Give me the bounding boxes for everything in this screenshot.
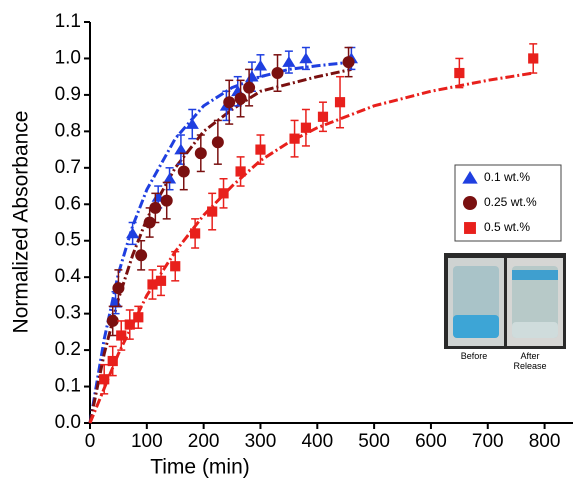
point (289, 133, 300, 144)
point (235, 166, 246, 177)
point (143, 216, 156, 229)
fit-line (88, 67, 352, 424)
y-axis-label: Normalized Absorbance (10, 111, 33, 334)
y-tick-label: 0.6 (55, 193, 81, 214)
point (99, 374, 110, 385)
y-tick-label: 0.9 (55, 84, 81, 105)
point (149, 201, 162, 214)
point (194, 147, 207, 160)
point (133, 312, 144, 323)
x-tick-label: 700 (472, 431, 504, 452)
y-tick-label: 0.2 (55, 339, 81, 360)
fit-line (88, 71, 534, 424)
legend-marker (463, 196, 477, 210)
point (107, 355, 118, 367)
y-tick-label: 0.5 (55, 230, 81, 251)
legend-marker (462, 171, 478, 184)
point (190, 228, 201, 239)
point (334, 97, 346, 108)
legend-marker (464, 222, 476, 234)
x-tick-label: 300 (245, 431, 277, 452)
x-tick-label: 600 (415, 431, 447, 452)
x-axis-label: Time (min) (150, 456, 250, 479)
legend-label: 0.5 wt.% (484, 220, 530, 234)
point (300, 122, 312, 133)
y-tick-label: 0.1 (55, 376, 81, 397)
fit-line (88, 60, 352, 424)
y-tick-label: 0.0 (55, 412, 81, 433)
point (135, 249, 148, 262)
x-tick-label: 200 (188, 431, 220, 452)
point (299, 52, 313, 64)
point (271, 67, 284, 80)
inset-photo (444, 253, 566, 349)
point (170, 261, 181, 272)
legend-label: 0.1 wt.% (484, 170, 530, 184)
x-tick-label: 400 (301, 431, 333, 452)
point (223, 96, 236, 109)
point (185, 118, 199, 129)
point (126, 227, 140, 239)
x-tick-label: 500 (358, 431, 390, 452)
point (207, 206, 218, 217)
point (255, 144, 266, 155)
point (253, 59, 268, 71)
point (112, 282, 125, 295)
y-tick-label: 1.1 (55, 11, 81, 32)
legend-label: 0.25 wt.% (484, 195, 537, 209)
point (234, 92, 247, 105)
y-tick-label: 0.4 (55, 266, 82, 287)
point (147, 279, 158, 290)
point (160, 194, 173, 207)
point (317, 111, 329, 122)
x-tick-label: 100 (131, 431, 163, 452)
y-tick-label: 0.3 (55, 303, 81, 324)
y-tick-label: 0.8 (55, 120, 81, 141)
point (116, 330, 127, 341)
point (243, 81, 256, 94)
point (528, 53, 539, 64)
inset-label: After Release (513, 351, 547, 371)
point (282, 56, 296, 67)
point (211, 136, 224, 149)
point (342, 56, 355, 69)
point (454, 67, 465, 79)
point (177, 165, 190, 178)
point (155, 275, 167, 286)
y-tick-label: 0.7 (55, 157, 81, 178)
y-tick-label: 1.0 (55, 47, 81, 68)
point (174, 143, 188, 155)
point (162, 172, 177, 184)
point (218, 188, 229, 199)
point (106, 314, 119, 327)
x-tick-label: 800 (529, 431, 561, 452)
x-tick-label: 0 (85, 431, 96, 452)
point (124, 319, 135, 330)
inset-label: Before (460, 351, 488, 361)
